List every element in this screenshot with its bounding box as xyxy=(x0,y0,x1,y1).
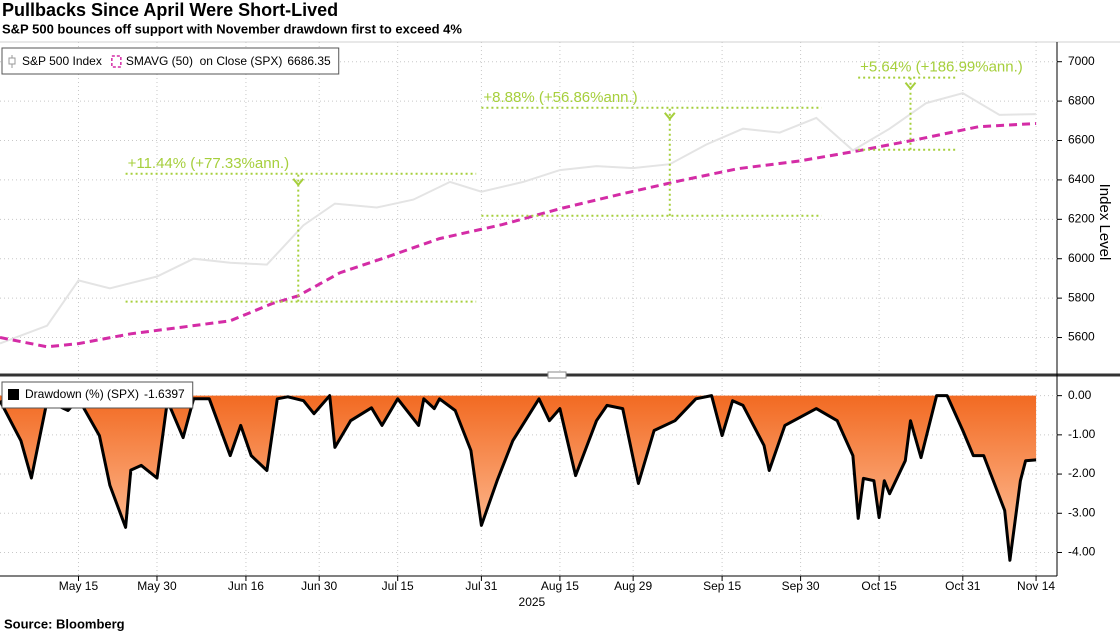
legend: Drawdown (%) (SPX) -1.6397 xyxy=(1,381,194,409)
legend-icon xyxy=(8,57,16,65)
legend: S&P 500 Index SMAVG (50) on Close (SPX) 66… xyxy=(1,47,340,75)
y-tick-label: 6000 xyxy=(1068,251,1095,265)
x-tick-label: Jun 16 xyxy=(228,579,264,593)
annotation-label: +8.88% (+56.86%ann.) xyxy=(483,89,637,106)
x-tick-label: Sep 30 xyxy=(782,579,820,593)
x-tick-label: Aug 29 xyxy=(614,579,652,593)
legend-value: -1.6397 xyxy=(144,387,185,401)
y-tick-label: 6200 xyxy=(1068,211,1095,225)
x-tick-label: Jun 30 xyxy=(301,579,337,593)
x-axis-label: 2025 xyxy=(519,595,546,609)
y-tick-label: 5800 xyxy=(1068,290,1095,304)
y-tick-label: 7000 xyxy=(1068,54,1095,68)
x-tick-label: May 30 xyxy=(137,579,177,593)
y-tick-label: 6400 xyxy=(1068,172,1095,186)
drawdown-fill xyxy=(0,395,1037,561)
annotation-label: +11.44% (+77.33%ann.) xyxy=(128,155,290,172)
legend-box xyxy=(1,47,340,75)
legend-label: SMAVG (50) on Close (SPX) xyxy=(126,54,283,68)
y-tick-label: 6600 xyxy=(1068,133,1095,147)
x-tick-label: Oct 31 xyxy=(945,579,981,593)
y-tick-label: 5600 xyxy=(1068,330,1095,344)
divider-grip xyxy=(547,371,567,379)
index-line xyxy=(0,92,1037,345)
x-tick-label: Jul 15 xyxy=(382,579,414,593)
chart-subtitle: S&P 500 bounces off support with Novembe… xyxy=(2,21,462,36)
legend-box xyxy=(1,381,194,409)
y-tick-label: -1.00 xyxy=(1068,427,1096,441)
x-tick-label: Jul 31 xyxy=(465,579,497,593)
y-tick-label: -4.00 xyxy=(1068,545,1096,559)
moving-average-line xyxy=(0,122,1037,349)
legend-label: S&P 500 Index xyxy=(22,54,102,68)
y-tick-label: -3.00 xyxy=(1068,505,1096,519)
legend-label: Drawdown (%) (SPX) xyxy=(25,387,139,401)
legend-icon xyxy=(8,389,19,400)
x-tick-label: May 15 xyxy=(59,579,99,593)
legend-value: 6686.35 xyxy=(287,54,331,68)
source: Source: Bloomberg xyxy=(4,616,125,631)
x-tick-label: Oct 15 xyxy=(861,579,897,593)
x-tick-label: Nov 14 xyxy=(1017,579,1055,593)
arrow-head xyxy=(904,82,917,91)
x-tick-label: Aug 15 xyxy=(541,579,579,593)
annotation-label: +5.64% (+186.99%ann.) xyxy=(860,59,1023,76)
arrow-head xyxy=(664,112,676,121)
chart-title: Pullbacks Since April Were Short-Lived xyxy=(2,0,338,20)
x-tick-label: Sep 15 xyxy=(703,579,741,593)
y-tick-label: -2.00 xyxy=(1068,466,1096,480)
y-axis-label: Index Level xyxy=(1096,184,1113,261)
drawdown-line xyxy=(0,394,1037,562)
y-tick-label: 0.00 xyxy=(1068,388,1092,402)
y-tick-label: 6800 xyxy=(1068,93,1095,107)
arrow-head xyxy=(292,178,305,187)
